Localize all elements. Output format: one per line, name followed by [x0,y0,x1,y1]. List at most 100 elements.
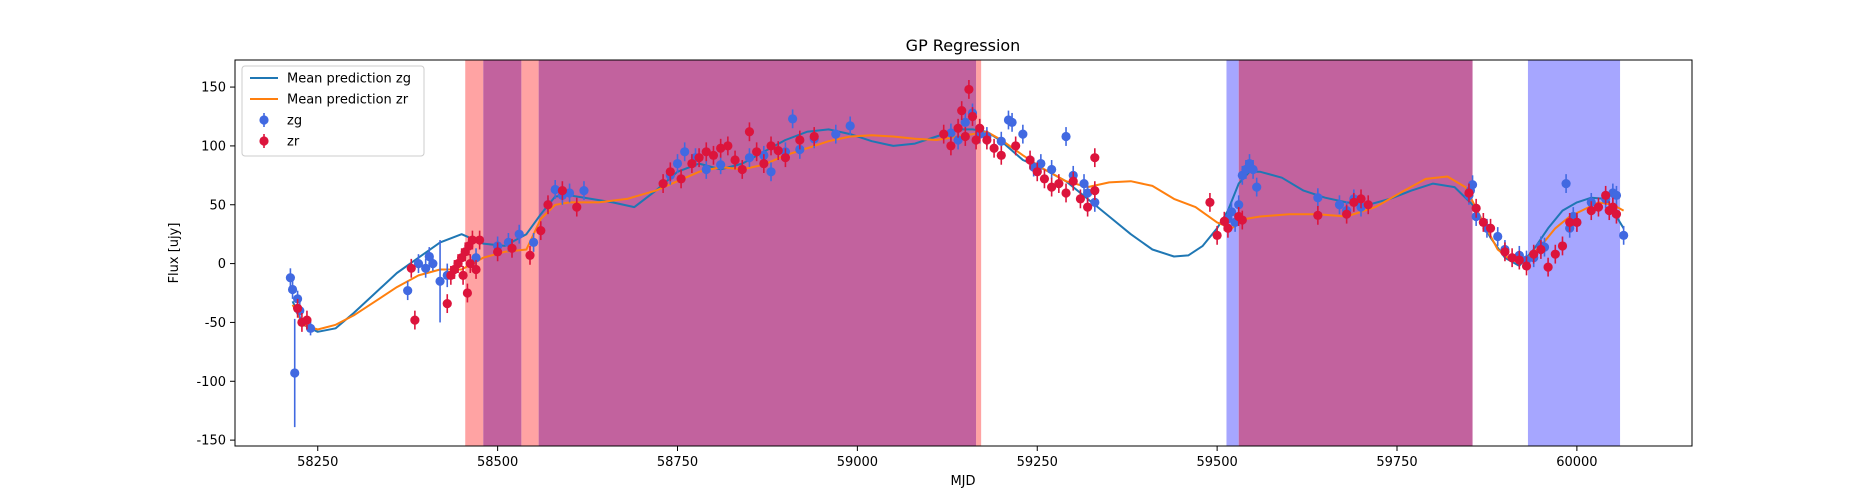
point-marker [1349,197,1359,207]
point-marker [1007,117,1017,127]
data-point-zr-54 [989,138,999,158]
data-point-zr-86 [1521,256,1532,276]
data-point-zr-4 [410,310,420,330]
point-marker [1550,249,1560,259]
x-tick-label: 58500 [477,455,518,470]
point-marker [1536,244,1546,255]
data-point-zr-16 [471,260,481,279]
point-marker [1079,178,1089,189]
point-marker [708,150,719,160]
data-point-zr-18 [493,242,503,262]
point-marker [946,141,956,151]
point-marker [1342,209,1352,219]
data-point-zr-89 [1543,257,1553,277]
data-point-zr-49 [964,80,974,99]
point-marker [424,251,434,262]
x-tick-label: 59500 [1196,455,1237,470]
data-point-zr-37 [752,142,762,162]
point-marker [1054,178,1064,189]
data-point-zg-19 [550,180,560,199]
data-point-zr-5 [442,294,452,314]
point-marker [672,158,683,169]
data-point-zr-47 [957,101,967,121]
data-point-zr-82 [1485,218,1496,238]
point-marker [557,186,567,196]
data-point-zg-7 [413,254,424,274]
data-point-zr-23 [557,181,567,201]
bands-layer [465,60,1621,446]
data-point-zr-46 [953,118,963,138]
point-marker [701,164,711,175]
data-point-zr-55 [996,145,1006,165]
data-point-zr-21 [536,221,546,241]
data-point-zg-37 [845,116,855,136]
y-axis-ticks: -150 -100 -50 0 50 100 150 [196,81,235,449]
point-marker [1234,200,1244,210]
data-point-zr-28 [687,154,697,173]
data-point-zg-63 [1248,160,1258,179]
y-tick-label: -150 [196,434,226,449]
data-point-zg-1 [287,280,298,299]
data-point-zr-34 [730,150,740,170]
data-point-zr-63 [1068,171,1078,191]
data-point-zg-64 [1252,177,1262,197]
data-point-zg-75 [1493,227,1503,246]
data-point-zr-76 [1349,192,1359,212]
legend-box [241,65,425,157]
point-marker [744,153,755,163]
data-point-zg-89 [1611,185,1622,205]
point-marker [1025,155,1035,165]
point-marker [960,117,970,127]
point-marker [1356,194,1366,204]
x-axis-label: MJD [950,474,975,489]
point-marker [953,123,963,133]
data-point-zr-24 [572,197,582,217]
y-axis-label: Flux [ujy] [167,223,182,284]
data-point-zr-66 [1090,181,1100,201]
y-tick-label: 50 [209,198,226,213]
data-point-zr-0 [292,298,303,318]
data-point-zg-8 [421,258,431,278]
legend-label: zg [287,114,302,129]
point-marker [1507,253,1517,263]
point-marker [723,141,733,151]
data-point-zr-48 [960,127,970,146]
data-point-zr-61 [1054,174,1064,193]
point-marker [1011,141,1021,151]
x-tick-label: 59750 [1376,455,1417,470]
data-point-zr-26 [665,162,675,182]
x-tick-label: 60000 [1556,455,1597,470]
point-marker [1252,182,1262,192]
point-marker [1543,262,1553,272]
data-point-zr-53 [982,130,992,150]
data-point-zr-38 [759,154,769,173]
point-marker [716,160,726,170]
point-marker [1090,186,1100,196]
point-marker [579,186,589,196]
point-marker [403,286,413,296]
point-marker [292,303,303,313]
data-point-zr-51 [971,130,981,150]
data-point-zr-73 [1237,210,1247,230]
data-point-zg-33 [788,109,798,129]
legend-entry-3: zr [259,134,300,150]
plot-area [285,60,1629,446]
data-point-zg-66 [1334,195,1345,215]
y-tick-label: -50 [205,316,226,331]
data-point-zr-90 [1550,244,1560,264]
data-point-zg-31 [766,162,776,182]
point-marker [1500,247,1510,257]
data-point-zr-27 [676,169,686,189]
data-point-zr-56 [1011,136,1021,156]
shaded-band-0 [465,60,484,446]
point-marker [285,273,296,283]
point-marker [939,129,949,139]
point-marker [676,174,686,184]
point-marker [658,178,668,189]
point-marker [536,226,546,236]
legend-entry-0: Mean prediction zg [250,72,411,87]
point-marker [752,147,762,157]
data-point-zr-59 [1039,169,1050,189]
point-marker [421,263,431,273]
